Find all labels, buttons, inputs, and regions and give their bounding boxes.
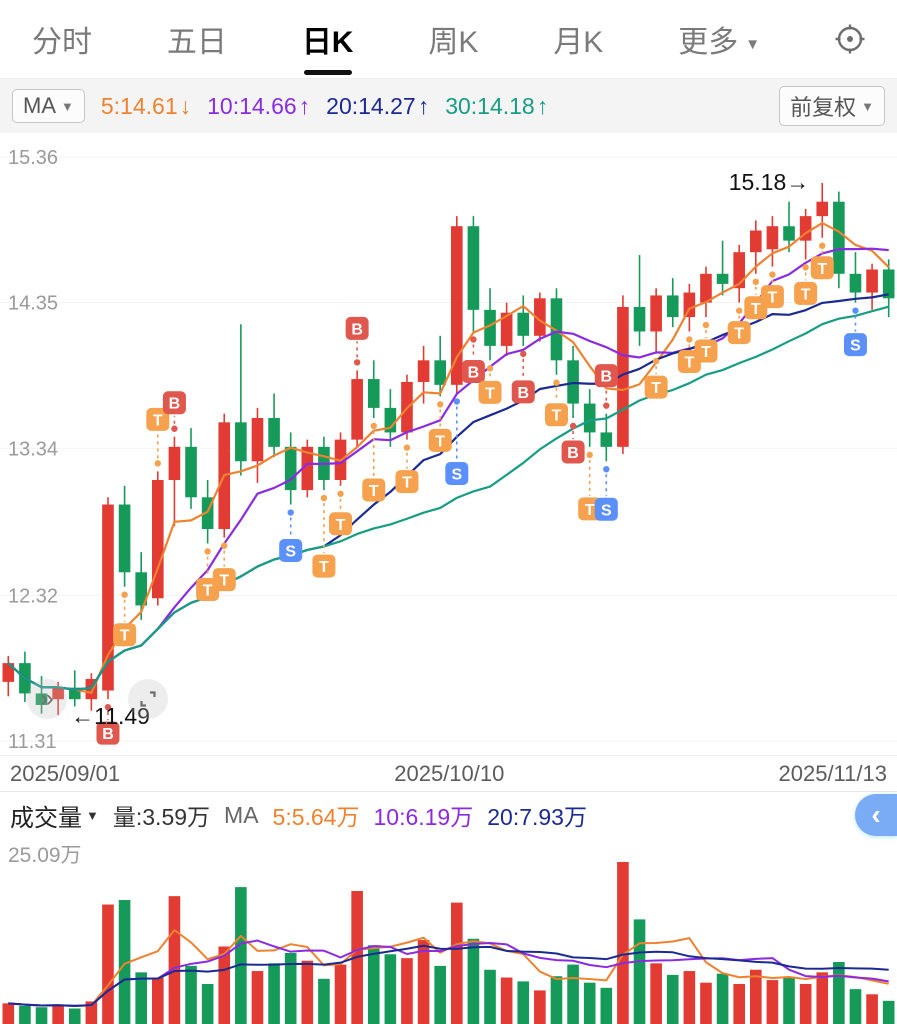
svg-text:T: T — [435, 433, 445, 450]
svg-text:B: B — [351, 321, 363, 338]
svg-text:T: T — [552, 408, 562, 425]
gear-dial-icon — [835, 24, 865, 54]
svg-text:11.31: 11.31 — [8, 731, 57, 753]
svg-text:15.36: 15.36 — [8, 147, 58, 169]
volume-indicator-selector[interactable]: 成交量 ▼ — [10, 798, 99, 833]
tab-label: 日K — [301, 26, 354, 59]
volume-ma10-value: 10:6.19万 — [373, 804, 474, 830]
adjust-label: 前复权 — [790, 95, 857, 120]
svg-text:S: S — [850, 338, 861, 355]
chevron-left-icon: ‹ — [871, 799, 881, 830]
svg-text:B: B — [468, 364, 480, 381]
svg-text:B: B — [169, 396, 181, 413]
tab-minute[interactable]: 分时 — [30, 13, 94, 65]
ma-selector-button[interactable]: MA ▼ — [12, 89, 85, 123]
svg-text:T: T — [801, 286, 811, 303]
caret-down-icon: ▼ — [861, 98, 874, 114]
svg-text:T: T — [203, 582, 213, 599]
svg-text:25.09万: 25.09万 — [8, 844, 82, 867]
svg-text:T: T — [336, 517, 346, 534]
volume-ma5-value: 5:5.64万 — [272, 804, 360, 830]
tab-daily-k[interactable]: 日K — [300, 13, 356, 65]
double-chevron-right-icon: » — [40, 685, 54, 712]
svg-text:T: T — [319, 559, 329, 576]
tab-label: 月K — [553, 26, 604, 59]
more-label: 更多 — [678, 26, 739, 59]
svg-text:15.18→: 15.18→ — [729, 169, 810, 195]
period-tab-bar: 分时 五日 日K 周K 月K 更多 ▼ — [0, 0, 897, 78]
ma30-value: 30:14.18↑ — [445, 92, 549, 119]
svg-text:T: T — [651, 380, 661, 397]
caret-down-icon: ▼ — [745, 35, 761, 53]
svg-text:B: B — [601, 369, 613, 386]
volume-panel: 成交量 ▼ 量:3.59万 MA 5:5.64万 10:6.19万 20:7.93… — [0, 791, 897, 1024]
svg-text:←11.49: ←11.49 — [71, 703, 150, 729]
svg-text:12.32: 12.32 — [8, 585, 58, 607]
svg-text:T: T — [768, 290, 778, 307]
x-label-end-date: 2025/11/13 — [778, 760, 887, 786]
svg-text:T: T — [701, 344, 711, 361]
up-arrow-icon: ↑ — [536, 92, 549, 119]
volume-title: 成交量 — [10, 804, 82, 832]
up-arrow-icon: ↑ — [298, 92, 311, 119]
x-label-start-date: 2025/09/01 — [10, 760, 121, 786]
svg-text:14.35: 14.35 — [8, 293, 58, 315]
svg-text:B: B — [567, 445, 579, 462]
up-arrow-icon: ↑ — [417, 92, 430, 119]
adjust-mode-button[interactable]: 前复权 ▼ — [779, 86, 885, 126]
svg-text:S: S — [601, 502, 612, 519]
svg-text:T: T — [120, 628, 130, 645]
svg-text:T: T — [751, 301, 761, 318]
volume-header: 成交量 ▼ 量:3.59万 MA 5:5.64万 10:6.19万 20:7.93… — [0, 791, 897, 838]
expand-indicators-button[interactable]: » — [27, 679, 67, 719]
fullscreen-corners-icon — [140, 691, 156, 707]
svg-text:13.34: 13.34 — [8, 438, 58, 460]
svg-text:S: S — [451, 466, 462, 483]
tab-label: 分时 — [32, 26, 92, 59]
ma-indicator-bar: MA ▼ 5:14.61↓ 10:14.66↑ 20:14.27↑ 30:14.1… — [0, 78, 897, 133]
ma-label: MA — [23, 93, 56, 118]
svg-text:T: T — [219, 573, 229, 590]
ma20-value: 20:14.27↑ — [326, 92, 430, 119]
svg-text:S: S — [285, 544, 296, 561]
svg-text:T: T — [684, 354, 694, 371]
svg-text:T: T — [485, 385, 495, 402]
current-volume-value: 量:3.59万 — [112, 804, 211, 830]
svg-text:T: T — [402, 475, 412, 492]
candlestick-chart-area[interactable]: 15.36 14.35 13.34 12.32 11.31 B T T B T T S T T B T T T S B… — [0, 133, 897, 755]
caret-down-icon: ▼ — [61, 98, 74, 114]
caret-down-icon: ▼ — [86, 807, 99, 823]
tab-weekly-k[interactable]: 周K — [426, 13, 480, 65]
svg-text:B: B — [102, 726, 114, 743]
svg-text:T: T — [369, 483, 379, 500]
x-axis-labels: 2025/09/01 2025/10/10 2025/11/13 — [0, 755, 897, 791]
tab-five-day[interactable]: 五日 — [165, 13, 229, 65]
svg-text:T: T — [585, 502, 595, 519]
svg-text:T: T — [153, 412, 163, 429]
volume-chart[interactable]: 25.09万 — [0, 838, 897, 1024]
fullscreen-button[interactable] — [128, 679, 168, 719]
ma10-value: 10:14.66↑ — [207, 92, 311, 119]
svg-text:T: T — [817, 261, 827, 278]
volume-ma-label: MA — [224, 801, 259, 828]
volume-ma20-value: 20:7.93万 — [487, 804, 587, 830]
tab-label: 周K — [428, 26, 479, 59]
x-label-mid-date: 2025/10/10 — [394, 760, 505, 786]
collapse-panel-button[interactable]: ‹ — [855, 794, 897, 836]
svg-text:T: T — [734, 326, 744, 343]
ma5-value: 5:14.61↓ — [100, 92, 192, 119]
tab-label: 五日 — [166, 26, 227, 59]
tab-monthly-k[interactable]: 月K — [551, 13, 605, 65]
down-arrow-icon: ↓ — [179, 92, 192, 119]
svg-text:B: B — [517, 385, 529, 402]
more-dropdown[interactable]: 更多 ▼ — [676, 13, 762, 65]
settings-icon[interactable] — [833, 22, 867, 56]
